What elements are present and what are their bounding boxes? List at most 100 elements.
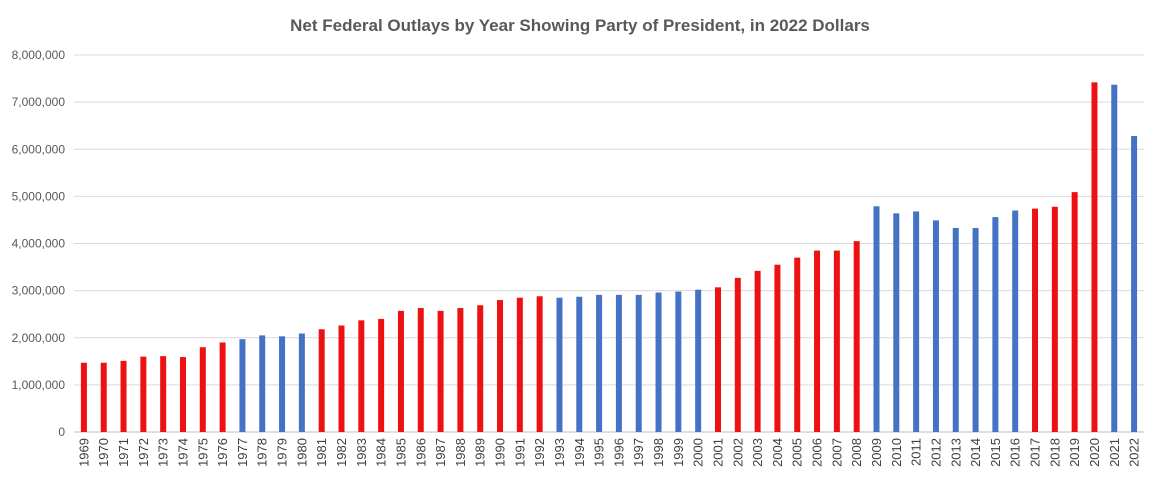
bar-2016 (1012, 210, 1019, 432)
x-tick-label: 1978 (255, 438, 270, 467)
bar-2022 (1131, 136, 1138, 432)
x-tick-label: 1977 (235, 438, 250, 467)
bar-1973 (160, 356, 167, 432)
bar-2018 (1051, 206, 1058, 432)
bar-1982 (338, 325, 345, 432)
x-tick-label: 2007 (829, 438, 844, 467)
bar-1987 (437, 310, 444, 432)
x-tick-label: 1979 (275, 438, 290, 467)
x-tick-label: 2001 (710, 438, 725, 467)
bar-1980 (298, 333, 305, 432)
bar-2012 (932, 220, 939, 432)
x-tick-label: 1981 (314, 438, 329, 467)
x-tick-label: 1989 (473, 438, 488, 467)
x-tick-label: 1969 (76, 438, 91, 467)
x-tick-label: 1998 (651, 438, 666, 467)
bar-1998 (655, 292, 662, 432)
x-tick-label: 2008 (849, 438, 864, 467)
x-tick-label: 1982 (334, 438, 349, 467)
x-tick-label: 2013 (948, 438, 963, 467)
chart-title: Net Federal Outlays by Year Showing Part… (290, 16, 870, 35)
bar-1986 (417, 308, 424, 432)
x-tick-label: 2000 (691, 438, 706, 467)
bar-2002 (734, 277, 741, 432)
bar-2013 (952, 227, 959, 432)
bar-2003 (754, 270, 761, 432)
bar-1995 (596, 294, 603, 432)
bar-1990 (497, 300, 504, 432)
bar-2019 (1071, 192, 1078, 432)
bar-1978 (259, 335, 266, 432)
x-tick-label: 1984 (374, 438, 389, 467)
x-tick-label: 1980 (294, 438, 309, 467)
x-tick-label: 1993 (552, 438, 567, 467)
bar-1991 (516, 297, 523, 432)
x-tick-label: 1975 (195, 438, 210, 467)
bar-1974 (179, 357, 186, 432)
y-tick-label: 5,000,000 (12, 189, 66, 203)
bar-2007 (833, 250, 840, 432)
bar-1983 (358, 320, 365, 432)
bar-1993 (556, 297, 563, 432)
bar-2015 (992, 217, 999, 432)
x-tick-label: 1995 (592, 438, 607, 467)
y-tick-label: 2,000,000 (12, 331, 66, 345)
bar-1971 (120, 360, 127, 432)
bar-2020 (1091, 82, 1098, 433)
bar-2005 (794, 257, 801, 432)
x-tick-label: 1973 (156, 438, 171, 467)
x-tick-label: 1971 (116, 438, 131, 467)
x-tick-label: 1972 (136, 438, 151, 467)
bar-1977 (239, 339, 246, 432)
bar-2014 (972, 227, 979, 432)
bar-2011 (913, 211, 920, 432)
x-tick-label: 2005 (790, 438, 805, 467)
x-tick-label: 1988 (453, 438, 468, 467)
bar-1981 (318, 329, 325, 432)
bar-2001 (714, 287, 721, 432)
x-tick-label: 1992 (532, 438, 547, 467)
bar-1984 (378, 318, 385, 432)
bar-1994 (576, 296, 583, 432)
bar-1976 (219, 342, 226, 432)
x-tick-label: 2009 (869, 438, 884, 467)
x-tick-label: 2021 (1107, 438, 1122, 467)
x-tick-label: 2011 (909, 438, 924, 466)
x-tick-label: 2019 (1067, 438, 1082, 467)
bar-1999 (675, 291, 682, 432)
y-tick-label: 1,000,000 (12, 378, 66, 392)
bar-1989 (477, 305, 484, 432)
x-tick-label: 1986 (413, 438, 428, 467)
x-tick-label: 2017 (1028, 438, 1043, 467)
x-tick-label: 1997 (631, 438, 646, 467)
x-tick-label: 1976 (215, 438, 230, 467)
y-tick-label: 4,000,000 (12, 237, 66, 251)
x-tick-label: 1974 (175, 438, 190, 467)
y-tick-label: 6,000,000 (12, 142, 66, 156)
x-tick-label: 1983 (354, 438, 369, 467)
x-tick-label: 1987 (433, 438, 448, 467)
x-tick-label: 2022 (1127, 438, 1142, 467)
bar-2017 (1032, 208, 1039, 432)
x-tick-label: 1985 (393, 438, 408, 467)
x-tick-label: 2002 (730, 438, 745, 467)
x-tick-label: 1996 (611, 438, 626, 467)
bar-1979 (279, 336, 286, 432)
bar-1992 (536, 296, 543, 432)
bar-1988 (457, 308, 464, 432)
bar-1997 (635, 294, 642, 432)
x-tick-label: 2020 (1087, 438, 1102, 467)
x-tick-label: 1994 (572, 438, 587, 467)
x-tick-label: 2003 (750, 438, 765, 467)
y-tick-label: 7,000,000 (12, 95, 66, 109)
bar-2004 (774, 264, 781, 432)
bar-2000 (695, 289, 702, 432)
x-tick-label: 1970 (96, 438, 111, 467)
x-tick-label: 2010 (889, 438, 904, 467)
bar-2008 (853, 241, 860, 432)
y-tick-label: 3,000,000 (12, 284, 66, 298)
x-tick-label: 2015 (988, 438, 1003, 467)
bar-2006 (814, 250, 821, 432)
x-tick-label: 1999 (671, 438, 686, 467)
